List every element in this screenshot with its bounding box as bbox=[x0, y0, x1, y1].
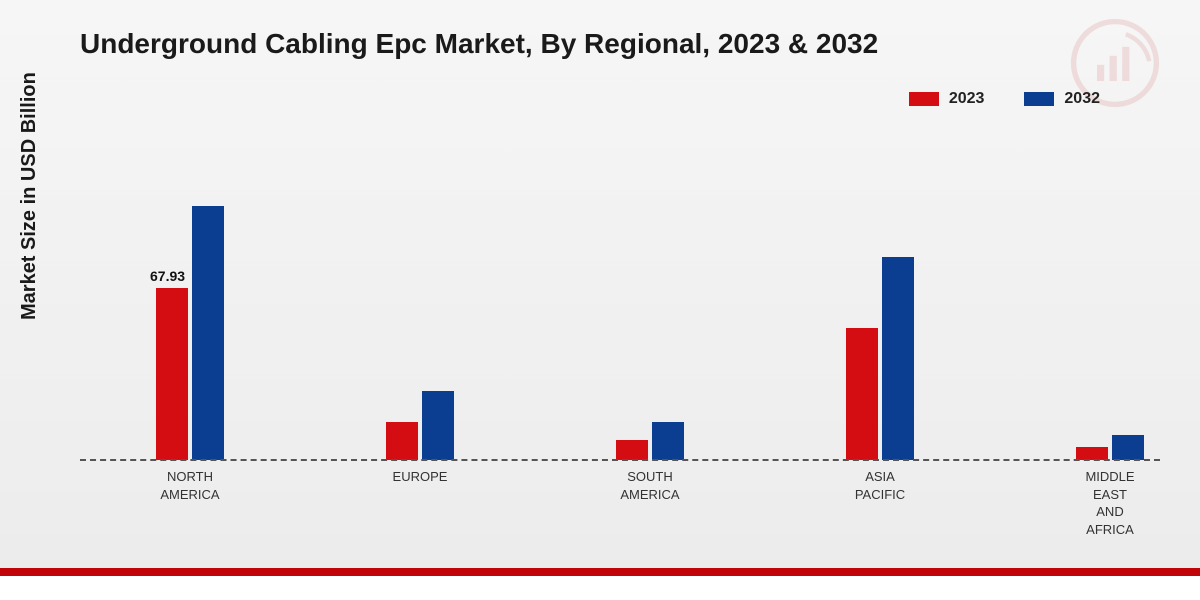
bar bbox=[652, 422, 684, 460]
bar bbox=[422, 391, 454, 460]
chart-area: Underground Cabling Epc Market, By Regio… bbox=[0, 0, 1200, 570]
x-axis-label: NORTH AMERICA bbox=[130, 468, 250, 503]
baseline bbox=[80, 459, 1160, 461]
legend: 2023 2032 bbox=[909, 90, 1100, 108]
legend-item-2023: 2023 bbox=[909, 90, 985, 108]
x-axis-label: SOUTH AMERICA bbox=[590, 468, 710, 503]
bar-group: 67.93 bbox=[130, 206, 250, 460]
bar-group bbox=[360, 391, 480, 460]
legend-label-2032: 2032 bbox=[1064, 90, 1100, 108]
bar-group bbox=[820, 257, 940, 460]
bar bbox=[1112, 435, 1144, 460]
x-axis-label: ASIA PACIFIC bbox=[820, 468, 940, 503]
bar bbox=[156, 288, 188, 460]
bottom-bar bbox=[0, 576, 1200, 600]
bar bbox=[192, 206, 224, 460]
bar-value-label: 67.93 bbox=[150, 268, 185, 284]
x-axis-label: MIDDLE EAST AND AFRICA bbox=[1050, 468, 1170, 538]
bar-group bbox=[1050, 435, 1170, 460]
y-axis-label: Market Size in USD Billion bbox=[18, 72, 41, 320]
x-axis-labels: NORTH AMERICA EUROPE SOUTH AMERICA ASIA PAC… bbox=[80, 468, 1160, 558]
bar bbox=[846, 328, 878, 460]
bar bbox=[386, 422, 418, 460]
legend-swatch-2032 bbox=[1024, 92, 1054, 106]
bottom-stripe bbox=[0, 568, 1200, 576]
legend-swatch-2023 bbox=[909, 92, 939, 106]
plot-area: 67.93 bbox=[80, 130, 1160, 460]
bar bbox=[616, 440, 648, 460]
chart-title: Underground Cabling Epc Market, By Regio… bbox=[80, 28, 878, 60]
bar bbox=[882, 257, 914, 460]
bar-group bbox=[590, 422, 710, 460]
x-axis-label: EUROPE bbox=[360, 468, 480, 486]
legend-item-2032: 2032 bbox=[1024, 90, 1100, 108]
legend-label-2023: 2023 bbox=[949, 90, 985, 108]
